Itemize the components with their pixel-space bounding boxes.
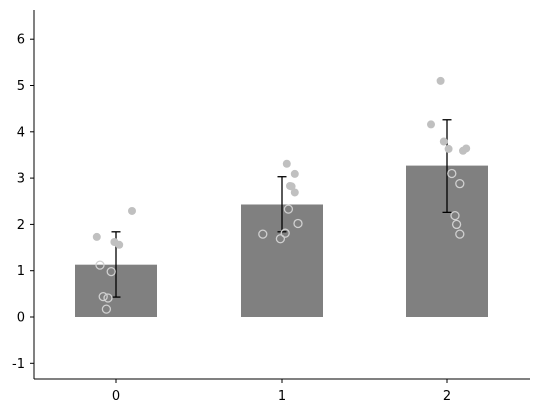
x-tick-label-0: 0: [112, 389, 120, 404]
data-point-2-4: [444, 144, 453, 153]
y-tick-label-3: 3: [17, 172, 25, 187]
data-point-2-1: [427, 120, 435, 129]
data-point-1-7: [280, 228, 290, 238]
data-point-0-3: [110, 237, 119, 246]
y-tick-label-6: 6: [17, 33, 25, 48]
data-point-0-8: [101, 304, 112, 314]
data-point-0-5: [106, 266, 116, 277]
y-tick-label-1: 1: [17, 264, 25, 279]
data-point-1-5: [283, 204, 294, 214]
data-point-2-10: [455, 229, 465, 239]
data-point-1-3: [287, 182, 296, 191]
data-point-0-6: [98, 291, 108, 302]
data-point-0-0: [128, 206, 136, 215]
data-point-1-8: [258, 229, 268, 239]
axes-layer: -1 0 1 2 3 4 5 6 0 1 2: [12, 10, 530, 404]
data-point-1-6: [293, 218, 303, 229]
data-point-2-8: [450, 210, 460, 221]
data-point-2-6: [447, 168, 457, 179]
data-point-0-7: [103, 293, 113, 303]
x-tick-label-2: 2: [443, 389, 451, 404]
data-point-0-2: [92, 232, 101, 241]
y-tick-label-5: 5: [17, 79, 25, 94]
data-point-0-4: [95, 260, 105, 270]
data-point-2-9: [451, 219, 462, 230]
y-tick-label-4: 4: [17, 125, 25, 140]
data-point-1-0: [282, 159, 291, 168]
points-layer: [92, 76, 471, 314]
data-point-2-5: [459, 146, 467, 155]
data-point-2-0: [436, 76, 445, 85]
data-point-1-4: [290, 188, 299, 197]
data-point-2-7: [455, 179, 465, 189]
x-tick-label-1: 1: [278, 389, 286, 404]
y-tick-label-0: 0: [17, 311, 25, 326]
y-tick-label--1: -1: [12, 357, 25, 372]
y-tick-label-2: 2: [17, 218, 25, 233]
data-point-1-9: [275, 234, 286, 244]
data-point-1-1: [290, 169, 299, 178]
data-point-2-2: [439, 137, 448, 146]
